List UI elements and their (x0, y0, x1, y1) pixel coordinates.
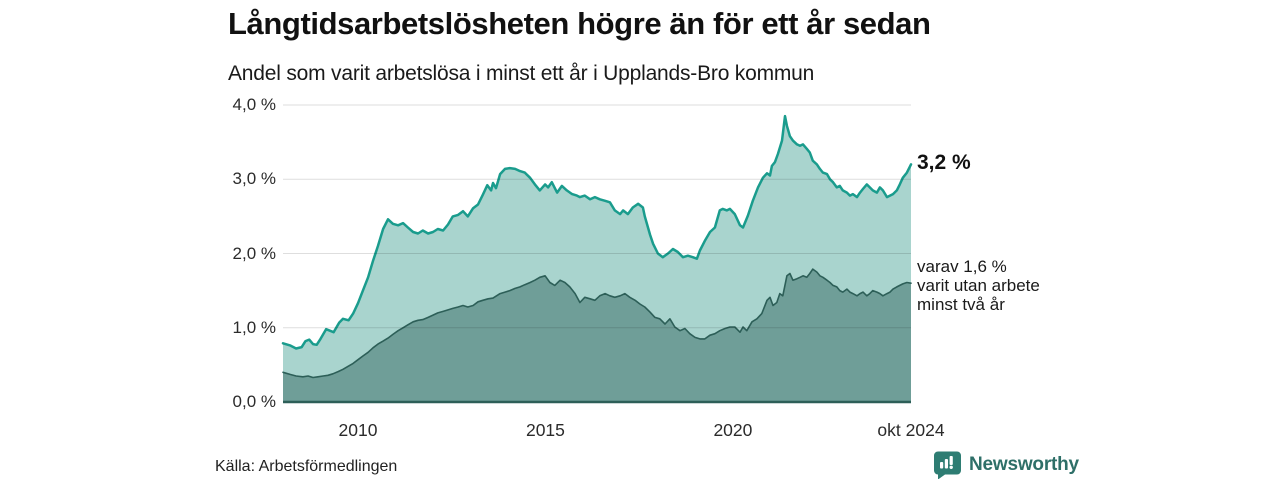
newsworthy-icon (934, 451, 961, 479)
chart-title: Långtidsarbetslösheten högre än för ett … (228, 6, 931, 41)
series-2-line (282, 268, 912, 379)
chart-subtitle: Andel som varit arbetslösa i minst ett å… (228, 62, 815, 85)
annotation-line-1: varav 1,6 % (917, 257, 1007, 276)
x-tick-label-0: 2010 (338, 420, 378, 440)
annotation-line-3: minst två år (917, 295, 1005, 314)
x-tick-label-1: 2015 (525, 420, 565, 440)
y-tick-label-2: 2,0 % (232, 243, 276, 263)
series-2-area (283, 269, 911, 402)
series1-end-label: 3,2 % (917, 151, 971, 175)
series2-annotation: varav 1,6 % varit utan arbete minst två … (917, 257, 1040, 314)
annotation-line-2: varit utan arbete (917, 276, 1040, 295)
newsworthy-logo: Newsworthy (934, 451, 1079, 479)
x-tick-label-2: 2020 (713, 420, 753, 440)
series-1-line (281, 114, 913, 350)
newsworthy-wordmark: Newsworthy (969, 454, 1079, 475)
source-label: Källa: Arbetsförmedlingen (215, 458, 398, 475)
y-tick-label-4: 4,0 % (232, 95, 276, 114)
y-tick-label-0: 0,0 % (232, 392, 276, 411)
y-tick-label-1: 1,0 % (232, 317, 276, 337)
x-tick-label-3: okt 2024 (877, 420, 945, 440)
y-tick-label-3: 3,0 % (232, 169, 276, 189)
